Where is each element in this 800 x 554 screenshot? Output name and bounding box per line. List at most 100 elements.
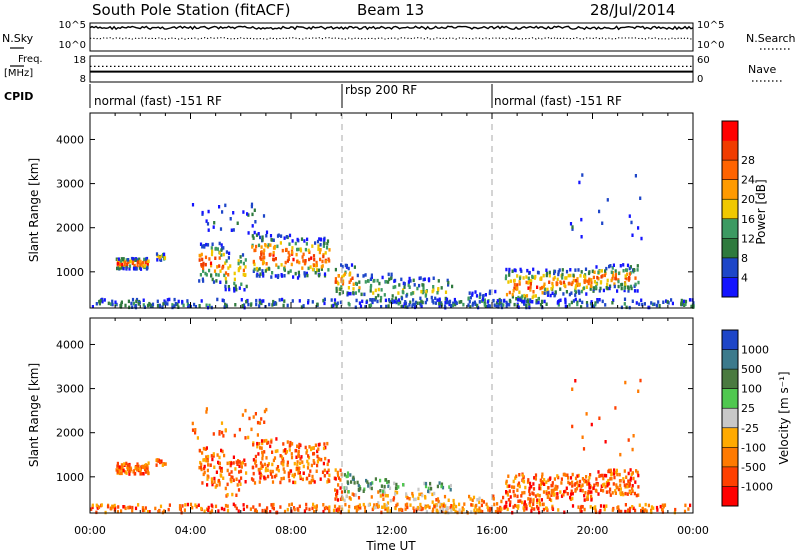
echo-cell-314 bbox=[253, 248, 256, 253]
echo-cell-59 bbox=[145, 267, 148, 271]
echo-cell-1264 bbox=[131, 305, 134, 309]
echo-cell-338 bbox=[313, 257, 316, 262]
echo-cell-5 bbox=[115, 257, 118, 261]
echo-cell-131 bbox=[198, 279, 201, 283]
echo-cell-104 bbox=[199, 460, 202, 465]
echo-cell-599 bbox=[500, 305, 504, 310]
echo-cell-646 bbox=[511, 295, 514, 299]
echo-cell-668 bbox=[520, 494, 523, 498]
echo-cell-1168 bbox=[158, 303, 161, 308]
echo-cell-355 bbox=[307, 462, 310, 466]
echo-cell-96 bbox=[163, 256, 167, 260]
echo-cell-1080 bbox=[620, 509, 623, 514]
echo-cell-766 bbox=[587, 271, 591, 276]
echo-cell-657 bbox=[541, 475, 544, 479]
echo-cell-771 bbox=[543, 287, 547, 291]
echo-cell-114 bbox=[203, 244, 206, 248]
echo-cell-757 bbox=[583, 498, 586, 502]
echo-cell-622 bbox=[483, 298, 486, 302]
echo-cell-127 bbox=[218, 455, 221, 460]
echo-cell-740 bbox=[584, 267, 588, 271]
echo-cell-167 bbox=[245, 471, 248, 475]
echo-cell-831 bbox=[593, 280, 596, 284]
echo-cell-1179 bbox=[662, 300, 665, 304]
echo-cell-1007 bbox=[307, 299, 310, 303]
echo-cell-1143 bbox=[586, 303, 589, 308]
echo-cell-850 bbox=[600, 275, 603, 279]
echo-cell-867 bbox=[631, 489, 634, 493]
echo-cell-464 bbox=[380, 295, 383, 300]
echo-cell-168 bbox=[226, 461, 229, 466]
echo-cell-1129 bbox=[242, 507, 245, 511]
echo-cell-717 bbox=[508, 298, 511, 303]
echo-cell-1188 bbox=[594, 508, 597, 512]
echo-cell-16 bbox=[133, 263, 136, 268]
echo-cell-923 bbox=[616, 485, 619, 490]
echo-cell-411 bbox=[334, 277, 337, 281]
echo-cell-1026 bbox=[452, 507, 455, 511]
echo-cell-574 bbox=[452, 301, 455, 305]
echo-cell-1233 bbox=[214, 504, 218, 509]
echo-cell-403 bbox=[322, 254, 325, 259]
echo-cell-738 bbox=[574, 288, 577, 293]
echo-cell-759 bbox=[574, 293, 577, 297]
echo-cell-646 bbox=[531, 491, 534, 495]
echo-cell-912 bbox=[603, 482, 606, 487]
echo-cell-1200 bbox=[563, 510, 566, 514]
echo-cell-164 bbox=[206, 243, 210, 247]
echo-cell-157 bbox=[213, 476, 216, 481]
echo-cell-967 bbox=[223, 305, 226, 309]
echo-cell-140 bbox=[202, 263, 205, 267]
echo-cell-522 bbox=[451, 284, 454, 289]
echo-cell-1299 bbox=[244, 436, 247, 440]
echo-cell-572 bbox=[421, 493, 424, 498]
echo-cell-1169 bbox=[298, 299, 301, 303]
echo-cell-201 bbox=[240, 476, 243, 480]
echo-cell-713 bbox=[515, 286, 518, 290]
echo-cell-193 bbox=[245, 284, 248, 289]
echo-cell-1190 bbox=[158, 509, 161, 513]
echo-cell-745 bbox=[588, 277, 591, 282]
echo-cell-65 bbox=[123, 462, 126, 466]
echo-cell-102 bbox=[155, 252, 159, 256]
echo-cell-392 bbox=[322, 446, 326, 451]
echo-cell-116 bbox=[214, 256, 217, 260]
echo-cell-751 bbox=[588, 490, 591, 494]
echo-cell-214 bbox=[264, 476, 267, 481]
echo-cell-1222 bbox=[296, 507, 299, 511]
echo-cell-872 bbox=[603, 473, 606, 478]
echo-cell-186 bbox=[225, 259, 228, 263]
echo-cell-61 bbox=[147, 259, 150, 263]
echo-cell-323 bbox=[298, 442, 301, 447]
echo-cell-887 bbox=[599, 286, 602, 291]
echo-cell-527 bbox=[444, 300, 447, 305]
echo-cell-427 bbox=[334, 477, 337, 481]
echo-cell-1061 bbox=[581, 300, 584, 305]
echo-cell-867 bbox=[602, 288, 605, 293]
echo-cell-812 bbox=[574, 476, 578, 481]
echo-cell-1199 bbox=[364, 509, 367, 513]
echo-cell-960 bbox=[684, 302, 687, 306]
echo-cell-209 bbox=[226, 493, 229, 497]
echo-cell-1249 bbox=[650, 510, 653, 514]
echo-cell-1024 bbox=[243, 303, 246, 307]
echo-cell-404 bbox=[306, 466, 310, 470]
echo-cell-1194 bbox=[474, 503, 477, 508]
echo-cell-269 bbox=[275, 473, 278, 478]
echo-cell-36 bbox=[124, 260, 127, 264]
echo-cell-465 bbox=[383, 484, 386, 489]
echo-cell-364 bbox=[311, 474, 314, 479]
echo-cell-677 bbox=[512, 489, 515, 494]
echo-cell-633 bbox=[529, 481, 532, 486]
echo-cell-770 bbox=[586, 482, 589, 486]
echo-cell-628 bbox=[519, 499, 522, 503]
echo-cell-117 bbox=[218, 256, 221, 260]
echo-cell-144 bbox=[203, 458, 206, 462]
echo-cell-153 bbox=[203, 464, 206, 469]
echo-cell-1170 bbox=[408, 303, 411, 307]
echo-cell-1133 bbox=[661, 503, 664, 507]
echo-cell-1135 bbox=[166, 302, 169, 306]
nsearch-tick-top: 10^5 bbox=[697, 20, 724, 31]
velocity-colorbar-swatch-4 bbox=[722, 408, 738, 429]
